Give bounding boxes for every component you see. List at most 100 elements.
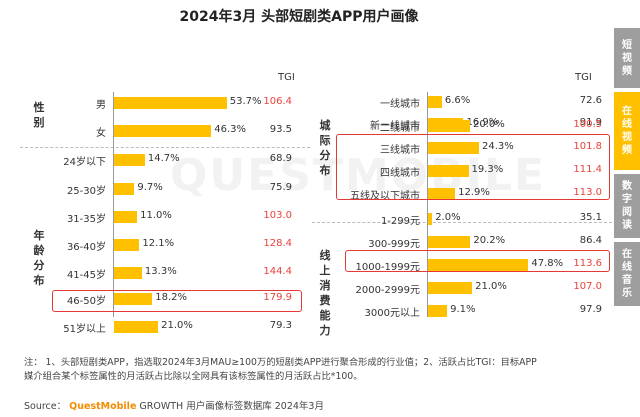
value-label: 21.0% [161,320,193,331]
bar [114,293,153,305]
bar-row: 41-45岁 13.3% 144.4 [0,265,610,281]
tgi-value: 35.1 [579,212,602,223]
bar-row: 51岁以上 21.0% 79.3 [0,319,610,335]
bar-row: 25-30岁 9.7% 75.9 [0,181,610,197]
highlight-box-51-plus [52,290,302,312]
value-label: 6.6% [444,95,471,106]
value-label: 9.7% [137,182,163,193]
bar [428,259,529,271]
bar [114,97,227,109]
bar [428,188,456,200]
category-label: 1-299元 [380,216,420,227]
category-label: 男 [96,100,106,111]
value-label: 53.7% [229,96,262,107]
tgi-value: 79.3 [269,320,292,331]
bar [114,211,138,223]
tgi-value: 128.4 [263,238,292,249]
category-label: 1000-1999元 [355,262,420,273]
bar [428,142,480,154]
group-label-gender: 性别 [33,101,45,129]
tgi-value: 97.9 [579,304,602,315]
category-label: 五线及以下城市 [350,191,420,202]
category-label: 一线城市 [380,99,420,110]
category-label: 3000元以上 [364,308,420,319]
bar-row: 二线城市 20.0% 100.5 [0,118,610,134]
value-label: 16.9% [466,117,499,128]
tab-digital-reading[interactable]: 数字阅读 [614,174,640,238]
tgi-value: 179.9 [263,292,292,303]
tgi-value: 91.9 [579,117,602,128]
bar [428,165,469,177]
bar-row: 36-40岁 12.1% 128.4 [0,237,610,253]
bar [114,267,142,279]
tgi-value: 86.4 [579,235,602,246]
category-label: 三线城市 [380,145,420,156]
bar-row: 五线及以下城市 12.9% 113.0 [0,186,610,202]
bar [114,239,140,251]
page-title: 2024年3月 头部短剧类APP用户画像 [179,9,419,25]
footnote-line-1: 注： 1、头部短剧类APP，指选取2024年3月MAU≥100万的短剧类APP进… [24,357,537,368]
tgi-value: 111.4 [573,164,602,175]
bar [114,154,145,166]
highlight-box-lower-tier-cities [336,134,610,200]
category-label: 41-45岁 [66,270,106,281]
tgi-value: 75.9 [269,182,292,193]
value-label: 9.1% [450,304,476,315]
left-group-divider [20,147,310,148]
bar [114,321,159,333]
value-label: 47.8% [531,258,564,269]
source-line: Source： QuestMobile GROWTH 用户画像标签数据库 202… [24,398,324,412]
value-label: 14.7% [147,153,180,164]
value-label: 19.3% [471,164,504,175]
tgi-header-right: TGI [575,72,592,83]
category-label: 四线城市 [380,168,420,179]
footnote-line-2: 媒介组合某个标签属性的月活跃占比除以全网具有该标签属性的月活跃占比*100。 [24,371,363,382]
value-label: 12.1% [142,238,175,249]
bar [428,213,433,225]
bar [428,236,471,248]
tgi-value: 72.6 [579,95,602,106]
category-label: 51岁以上 [63,324,106,335]
bar-row: 四线城市 19.3% 111.4 [0,163,610,179]
watermark: QUESTMOBILE [170,150,547,201]
category-label: 300-999元 [368,239,420,250]
tgi-value: 113.0 [573,187,602,198]
bar [428,282,473,294]
value-label: 20.0% [473,119,505,130]
bar [428,96,442,108]
tgi-value: 100.5 [573,119,602,130]
tab-online-music[interactable]: 在线音乐 [614,242,640,306]
category-label: 新一线城市 [370,121,420,132]
tgi-value: 93.5 [269,124,292,135]
category-label: 25-30岁 [66,186,106,197]
tab-online-video[interactable]: 在线视频 [614,92,640,170]
tgi-value: 101.8 [573,141,602,152]
bar-row: 1-299元 2.0% 35.1 [0,211,610,227]
source-brand: QuestMobile [69,401,137,412]
bar-row: 女 46.3% 93.5 [0,123,610,139]
source-prefix: Source： [24,401,67,412]
value-label: 18.2% [155,292,187,303]
bar-row: 三线城市 24.3% 101.8 [0,140,610,156]
category-label: 24岁以下 [63,157,106,168]
bar [428,305,448,317]
source-suffix: GROWTH 用户画像标签数据库 2024年3月 [139,401,324,412]
tab-short-video[interactable]: 短视频 [614,28,640,88]
bar-row: 24岁以下 14.7% 68.9 [0,152,610,168]
value-label: 20.2% [473,235,506,246]
tgi-value: 144.4 [263,266,292,277]
bar-row: 300-999元 20.2% 86.4 [0,234,610,250]
category-label: 31-35岁 [66,214,106,225]
tgi-header-left: TGI [278,72,295,83]
category-label: 46-50岁 [66,296,106,307]
tgi-value: 103.0 [263,210,292,221]
bar-row: 一线城市 6.6% 72.6 [0,94,610,110]
category-label: 36-40岁 [66,242,106,253]
group-label-age: 年龄分布 [33,229,45,287]
bar-row: 男 53.7% 106.4 [0,95,610,111]
bar [114,125,212,137]
bar-row: 1000-1999元 47.8% 113.6 [0,257,610,273]
category-label: 2000-2999元 [355,285,420,296]
right-group-divider [312,222,612,223]
category-label: 二线城市 [380,123,420,134]
